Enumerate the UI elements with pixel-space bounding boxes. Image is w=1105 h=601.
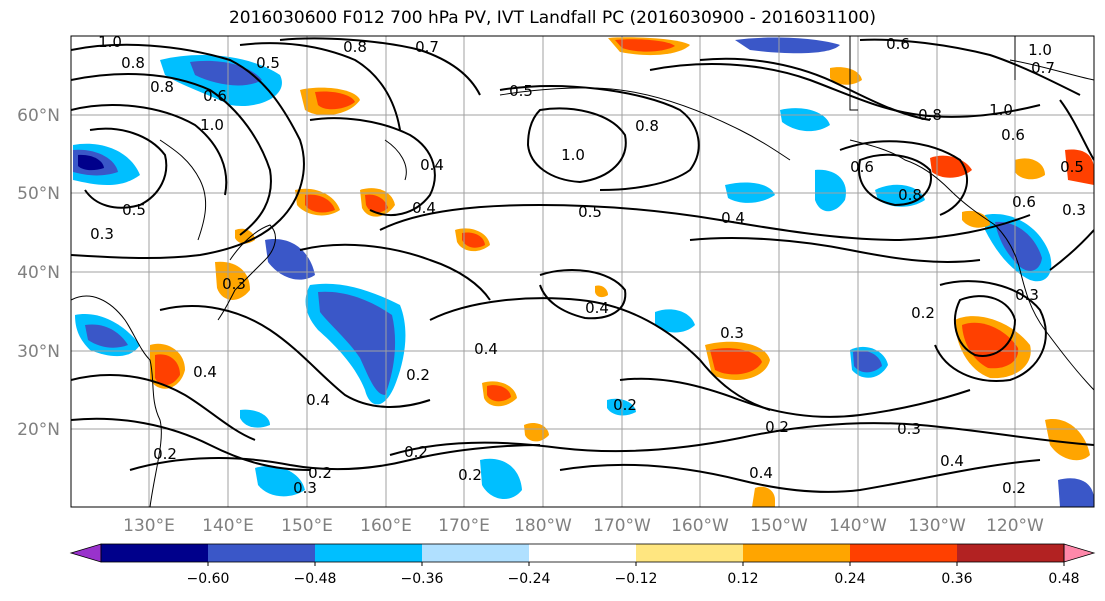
- lon-label: 130°E: [123, 516, 175, 536]
- colorbar: −0.60 −0.48 −0.36 −0.24 −0.12 0.12 0.24 0.36 0.4…: [69, 543, 1096, 587]
- contour-label: 0.3: [1062, 201, 1086, 219]
- contour-label: 0.8: [898, 186, 922, 204]
- contour-label: 0.8: [918, 106, 942, 124]
- lon-label: 150°W: [750, 516, 808, 536]
- contour-label: 0.2: [1002, 479, 1026, 497]
- colorbar-segment: [850, 544, 958, 562]
- contour-label: 0.6: [203, 87, 227, 105]
- lon-label: 160°W: [671, 516, 729, 536]
- contour-label: 0.5: [578, 203, 602, 221]
- colorbar-segment: [208, 544, 316, 562]
- contour-label: 0.3: [293, 479, 317, 497]
- colorbar-segment: [315, 544, 423, 562]
- contour-label: 0.2: [911, 304, 935, 322]
- contour-label: 0.4: [306, 391, 330, 409]
- contour-label: 0.6: [1012, 193, 1036, 211]
- contour-label: 0.2: [406, 366, 430, 384]
- colorbar-extend-high: [1063, 543, 1096, 563]
- colorbar-tick-label: 0.24: [834, 571, 865, 587]
- contour-label: 0.4: [412, 199, 436, 217]
- figure-title: 2016030600 F012 700 hPa PV, IVT Landfall…: [228, 8, 876, 28]
- contour-label: 0.7: [415, 38, 439, 56]
- contour-label: 0.6: [850, 158, 874, 176]
- contour-label: 1.0: [98, 33, 122, 51]
- contour-label: 1.0: [989, 101, 1013, 119]
- contour-label: 0.4: [193, 363, 217, 381]
- contour-label: 0.4: [721, 209, 745, 227]
- graticule: [71, 36, 1094, 507]
- lon-label: 130°W: [908, 516, 966, 536]
- contour-label: 0.5: [256, 54, 280, 72]
- contour-label: 0.8: [121, 54, 145, 72]
- lon-label: 170°E: [438, 516, 490, 536]
- contour-label: 0.8: [635, 117, 659, 135]
- lon-label: 140°E: [202, 516, 254, 536]
- lat-label: 50°N: [17, 184, 60, 204]
- pv-shading: [73, 37, 1094, 507]
- colorbar-segment: [957, 544, 1065, 562]
- contour-label: 0.2: [308, 464, 332, 482]
- colorbar-tick-label: 0.48: [1048, 571, 1079, 587]
- colorbar-tick-label: −0.48: [294, 571, 337, 587]
- colorbar-segment: [422, 544, 530, 562]
- colorbar-tick-label: −0.36: [401, 571, 444, 587]
- contour-label: 1.0: [1028, 41, 1052, 59]
- contour-label: 0.8: [150, 78, 174, 96]
- contour-label: 0.2: [404, 443, 428, 461]
- lat-label: 30°N: [17, 342, 60, 362]
- contour-label: 1.0: [561, 146, 585, 164]
- contour-label: 1.0: [200, 116, 224, 134]
- colorbar-tick-label: −0.24: [508, 571, 551, 587]
- lon-label: 180°W: [514, 516, 572, 536]
- colorbar-segment: [529, 544, 637, 562]
- colorbar-segment: [101, 544, 209, 562]
- contour-label: 0.6: [886, 35, 910, 53]
- contour-label: 0.7: [1031, 59, 1055, 77]
- longitude-labels: 130°E 140°E 150°E 160°E 170°E 180°W 170°…: [123, 516, 1044, 536]
- latitude-labels: 60°N 50°N 40°N 30°N 20°N: [17, 106, 60, 440]
- contour-label: 0.3: [90, 225, 114, 243]
- lat-label: 40°N: [17, 263, 60, 283]
- lat-label: 20°N: [17, 420, 60, 440]
- colorbar-tick-label: −0.60: [187, 571, 230, 587]
- contour-label: 0.6: [1001, 126, 1025, 144]
- map-area: 1.0 0.8 0.5 0.8 0.7 0.6 1.0 0.8 0.5 1.0 0.8 0.4 0.4 0…: [71, 33, 1094, 507]
- contour-label: 0.5: [122, 201, 146, 219]
- lon-label: 120°W: [986, 516, 1044, 536]
- contour-label: 0.4: [940, 452, 964, 470]
- contour-label: 0.5: [509, 82, 533, 100]
- colorbar-extend-low: [69, 543, 102, 563]
- contour-label: 0.3: [1015, 286, 1039, 304]
- colorbar-tick-label: 0.36: [941, 571, 972, 587]
- lon-label: 140°W: [829, 516, 887, 536]
- contour-label: 0.4: [585, 299, 609, 317]
- contour-label: 0.3: [720, 324, 744, 342]
- contour-label: 0.4: [420, 156, 444, 174]
- colorbar-tick-label: 0.12: [727, 571, 758, 587]
- contour-label: 0.8: [343, 38, 367, 56]
- contour-label: 0.3: [222, 275, 246, 293]
- contour-label: 0.2: [153, 445, 177, 463]
- lon-label: 160°E: [360, 516, 412, 536]
- colorbar-tick-label: −0.12: [615, 571, 658, 587]
- contour-label: 0.2: [765, 418, 789, 436]
- contour-label: 0.4: [749, 464, 773, 482]
- contour-label: 0.2: [613, 396, 637, 414]
- lon-label: 150°E: [281, 516, 333, 536]
- lat-label: 60°N: [17, 106, 60, 126]
- contour-labels: 1.0 0.8 0.5 0.8 0.7 0.6 1.0 0.8 0.5 1.0 0.8 0.4 0.4 0…: [90, 33, 1086, 497]
- colorbar-segment: [743, 544, 851, 562]
- contour-label: 0.2: [458, 466, 482, 484]
- pv-contours: [71, 37, 1094, 493]
- lon-label: 170°W: [593, 516, 651, 536]
- contour-label: 0.3: [897, 420, 921, 438]
- contour-label: 0.5: [1060, 158, 1084, 176]
- colorbar-segment: [636, 544, 744, 562]
- map-frame: [70, 35, 1095, 508]
- contour-label: 0.4: [474, 340, 498, 358]
